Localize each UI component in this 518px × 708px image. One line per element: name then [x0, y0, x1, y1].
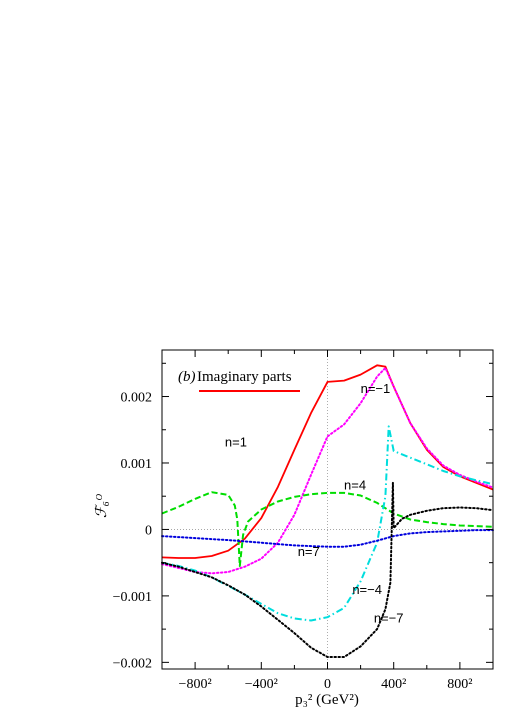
- y-tick-label: −0.002: [113, 656, 152, 671]
- x-tick-label: 400²: [381, 677, 406, 692]
- y-tick-label: 0.002: [121, 391, 153, 406]
- series-label-n-1: n=−1: [361, 381, 391, 396]
- plot-area: [161, 350, 494, 669]
- x-axis-label: p₃² (GeV²): [295, 692, 359, 708]
- series-line-n-7: [161, 481, 494, 658]
- x-tick-label: −400²: [245, 677, 278, 692]
- series-label-n-7: n=−7: [374, 610, 404, 625]
- title-prefix: (b): [178, 369, 196, 385]
- series-line-n-1: [161, 364, 494, 559]
- x-tick-label: 0: [324, 677, 331, 692]
- chart-title: Imaginary parts: [197, 369, 292, 385]
- x-tick-label: −800²: [179, 677, 212, 692]
- series-label-n-4: n=−4: [352, 582, 382, 597]
- y-tick-label: 0.001: [121, 457, 153, 472]
- series-line-n-1: [161, 366, 494, 575]
- y-axis-label: ℱ₆ᴼ: [94, 494, 110, 518]
- series-label-n-4: n=4: [344, 478, 366, 493]
- x-tick-label: 800²: [447, 677, 472, 692]
- series-line-n-4: [161, 491, 494, 567]
- title-group: (b) Imaginary parts: [178, 369, 292, 385]
- y-tick-label: 0: [145, 523, 152, 538]
- y-tick-label: −0.001: [113, 590, 152, 605]
- series-line-n-7: [161, 529, 494, 548]
- series-label-n-7: n=7: [298, 544, 320, 559]
- series-label-n-1: n=1: [225, 434, 247, 449]
